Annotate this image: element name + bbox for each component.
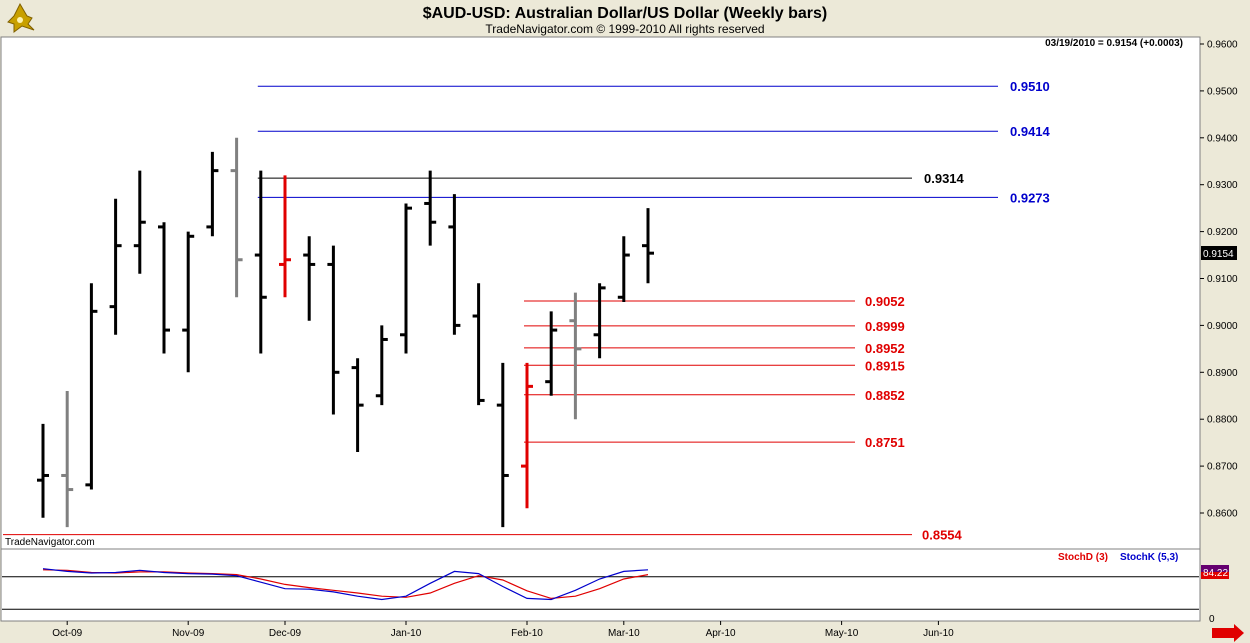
date-tick-label: May-10 xyxy=(825,628,859,639)
stoch-k-label: StochK (5,3) xyxy=(1120,552,1178,563)
level-label: 0.8852 xyxy=(865,388,905,403)
stoch-value-tag-top xyxy=(1201,565,1229,572)
level-label: 0.8751 xyxy=(865,435,905,450)
date-tick-label: Feb-10 xyxy=(511,628,543,639)
stoch-d-label: StochD (3) xyxy=(1058,552,1108,563)
stoch-zero-label: 0 xyxy=(1209,614,1215,625)
level-label: 0.9314 xyxy=(924,171,965,186)
price-axis: 0.9600 0.9500 0.9400 0.9300 0.9200 0.9100 0.90… xyxy=(1200,40,1238,520)
date-tick-label: Dec-09 xyxy=(269,628,302,639)
price-tick-label: 0.9400 xyxy=(1207,133,1238,144)
watermark: TradeNavigator.com xyxy=(5,537,95,548)
stoch-value-label: 84.22 xyxy=(1203,568,1228,579)
price-tick-label: 0.8700 xyxy=(1207,462,1238,473)
last-quote: 03/19/2010 = 0.9154 (+0.0003) xyxy=(1045,38,1183,49)
stoch-k-line xyxy=(42,568,649,601)
price-tick-label: 0.9200 xyxy=(1207,227,1238,238)
level-label: 0.8915 xyxy=(865,358,905,373)
last-price-label: 0.9154 xyxy=(1203,249,1234,260)
level-lines: 0.9510 0.9414 0.9314 0.9273 0.9052 0.8999 0.89… xyxy=(3,79,1051,543)
price-bars xyxy=(37,137,654,528)
level-label: 0.8952 xyxy=(865,341,905,356)
price-tick-label: 0.9300 xyxy=(1207,180,1238,191)
price-tick-label: 0.8900 xyxy=(1207,368,1238,379)
level-label: 0.8554 xyxy=(922,528,963,543)
level-label: 0.9510 xyxy=(1010,79,1050,94)
date-tick-label: Mar-10 xyxy=(608,628,640,639)
chart-title: $AUD-USD: Australian Dollar/US Dollar (W… xyxy=(423,5,828,22)
level-label: 0.9052 xyxy=(865,294,905,309)
stochastic-panel xyxy=(0,548,1201,622)
price-tick-label: 0.9600 xyxy=(1207,40,1238,51)
date-tick-label: Jun-10 xyxy=(923,628,954,639)
last-price-tag xyxy=(1201,246,1237,260)
price-tick-label: 0.8800 xyxy=(1207,415,1238,426)
level-label: 0.9414 xyxy=(1010,124,1051,139)
tradenavigator-logo-icon[interactable] xyxy=(7,2,35,33)
level-label: 0.8999 xyxy=(865,319,905,334)
price-tick-label: 0.9000 xyxy=(1207,321,1238,332)
date-tick-label: Oct-09 xyxy=(52,628,82,639)
price-tick-label: 0.8600 xyxy=(1207,509,1238,520)
price-tick-label: 0.9500 xyxy=(1207,86,1238,97)
chart-subtitle: TradeNavigator.com © 1999-2010 All right… xyxy=(485,22,764,36)
stoch-d-line xyxy=(42,569,649,600)
scroll-right-arrow-icon[interactable] xyxy=(1212,624,1244,642)
date-tick-label: Jan-10 xyxy=(391,628,422,639)
level-label: 0.9273 xyxy=(1010,190,1050,205)
stochastic-lines xyxy=(2,568,1199,610)
price-tick-label: 0.9100 xyxy=(1207,274,1238,285)
date-tick-label: Apr-10 xyxy=(706,628,736,639)
date-tick-label: Nov-09 xyxy=(172,628,205,639)
date-axis: Oct-09 Nov-09 Dec-09 Jan-10 Feb-10 Mar-10 Apr-… xyxy=(52,621,954,639)
